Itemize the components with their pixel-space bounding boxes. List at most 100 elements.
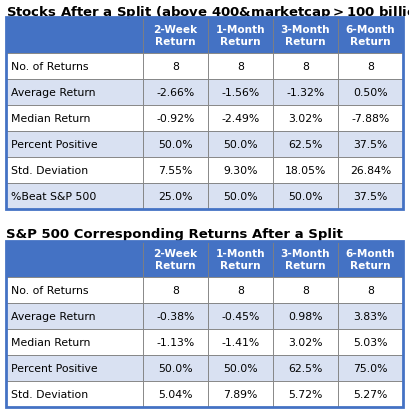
Text: Percent Positive: Percent Positive bbox=[11, 363, 97, 373]
Text: -1.56%: -1.56% bbox=[221, 88, 259, 98]
Bar bbox=[143, 158, 207, 183]
Text: 8: 8 bbox=[301, 62, 308, 72]
Text: Percent Positive: Percent Positive bbox=[11, 140, 97, 150]
Bar bbox=[6, 54, 143, 80]
Bar bbox=[6, 303, 143, 329]
Bar bbox=[272, 329, 337, 355]
Bar bbox=[337, 277, 402, 303]
Text: 2-Week
Return: 2-Week Return bbox=[153, 25, 197, 47]
Bar bbox=[337, 158, 402, 183]
Bar bbox=[6, 242, 402, 407]
Bar bbox=[143, 183, 207, 209]
Text: No. of Returns: No. of Returns bbox=[11, 285, 88, 295]
Bar bbox=[143, 303, 207, 329]
Text: 62.5%: 62.5% bbox=[288, 140, 322, 150]
Text: 50.0%: 50.0% bbox=[288, 192, 322, 202]
Text: 8: 8 bbox=[366, 285, 373, 295]
Bar bbox=[272, 277, 337, 303]
Text: 5.03%: 5.03% bbox=[353, 337, 387, 347]
Bar bbox=[337, 183, 402, 209]
Bar bbox=[337, 54, 402, 80]
Bar bbox=[337, 303, 402, 329]
Bar bbox=[337, 18, 402, 54]
Text: 1-Month
Return: 1-Month Return bbox=[215, 248, 265, 271]
Bar bbox=[6, 381, 143, 407]
Text: Average Return: Average Return bbox=[11, 311, 95, 321]
Bar bbox=[207, 303, 272, 329]
Text: 3-Month
Return: 3-Month Return bbox=[280, 248, 330, 271]
Bar bbox=[6, 106, 143, 132]
Bar bbox=[207, 54, 272, 80]
Text: 8: 8 bbox=[236, 62, 243, 72]
Bar bbox=[207, 277, 272, 303]
Bar bbox=[207, 158, 272, 183]
Text: 3-Month
Return: 3-Month Return bbox=[280, 25, 330, 47]
Text: 50.0%: 50.0% bbox=[222, 363, 257, 373]
Text: 8: 8 bbox=[301, 285, 308, 295]
Bar bbox=[6, 242, 143, 277]
Bar bbox=[207, 355, 272, 381]
Bar bbox=[143, 381, 207, 407]
Text: 9.30%: 9.30% bbox=[222, 166, 257, 176]
Bar bbox=[337, 80, 402, 106]
Text: 26.84%: 26.84% bbox=[349, 166, 390, 176]
Text: -2.66%: -2.66% bbox=[156, 88, 194, 98]
Text: Std. Deviation: Std. Deviation bbox=[11, 166, 88, 176]
Text: 50.0%: 50.0% bbox=[158, 363, 192, 373]
Bar bbox=[207, 381, 272, 407]
Bar bbox=[337, 355, 402, 381]
Text: Stocks After a Split (above $400 & market cap > $100 billion): Stocks After a Split (above $400 & marke… bbox=[6, 4, 409, 21]
Bar bbox=[143, 106, 207, 132]
Bar bbox=[272, 242, 337, 277]
Bar bbox=[272, 54, 337, 80]
Bar bbox=[6, 355, 143, 381]
Text: -7.88%: -7.88% bbox=[351, 114, 389, 124]
Bar bbox=[6, 158, 143, 183]
Bar bbox=[143, 54, 207, 80]
Text: 18.05%: 18.05% bbox=[284, 166, 326, 176]
Text: 8: 8 bbox=[236, 285, 243, 295]
Bar bbox=[272, 132, 337, 158]
Text: 7.55%: 7.55% bbox=[158, 166, 192, 176]
Bar bbox=[272, 381, 337, 407]
Text: -2.49%: -2.49% bbox=[221, 114, 259, 124]
Bar bbox=[143, 242, 207, 277]
Text: 0.98%: 0.98% bbox=[288, 311, 322, 321]
Text: 75.0%: 75.0% bbox=[353, 363, 387, 373]
Text: 2-Week
Return: 2-Week Return bbox=[153, 248, 197, 271]
Bar bbox=[143, 132, 207, 158]
Text: 5.04%: 5.04% bbox=[158, 389, 192, 399]
Bar bbox=[337, 106, 402, 132]
Text: -0.38%: -0.38% bbox=[156, 311, 194, 321]
Bar bbox=[6, 132, 143, 158]
Text: -1.13%: -1.13% bbox=[156, 337, 194, 347]
Text: 50.0%: 50.0% bbox=[222, 140, 257, 150]
Bar bbox=[207, 18, 272, 54]
Bar bbox=[6, 80, 143, 106]
Text: 7.89%: 7.89% bbox=[223, 389, 257, 399]
Text: 37.5%: 37.5% bbox=[353, 192, 387, 202]
Bar bbox=[337, 329, 402, 355]
Text: -0.92%: -0.92% bbox=[156, 114, 194, 124]
Text: 6-Month
Return: 6-Month Return bbox=[345, 25, 394, 47]
Text: 8: 8 bbox=[172, 285, 178, 295]
Bar bbox=[143, 329, 207, 355]
Bar bbox=[272, 355, 337, 381]
Text: 3.02%: 3.02% bbox=[288, 114, 322, 124]
Text: 6-Month
Return: 6-Month Return bbox=[345, 248, 394, 271]
Bar bbox=[143, 355, 207, 381]
Bar bbox=[207, 242, 272, 277]
Bar bbox=[272, 158, 337, 183]
Text: 0.50%: 0.50% bbox=[352, 88, 387, 98]
Text: -1.32%: -1.32% bbox=[285, 88, 324, 98]
Bar bbox=[207, 80, 272, 106]
Text: 5.27%: 5.27% bbox=[353, 389, 387, 399]
Text: %Beat S&P 500: %Beat S&P 500 bbox=[11, 192, 96, 202]
Text: 8: 8 bbox=[172, 62, 178, 72]
Bar bbox=[6, 18, 143, 54]
Bar bbox=[207, 329, 272, 355]
Text: -1.41%: -1.41% bbox=[221, 337, 259, 347]
Bar bbox=[272, 18, 337, 54]
Bar bbox=[337, 381, 402, 407]
Bar bbox=[143, 80, 207, 106]
